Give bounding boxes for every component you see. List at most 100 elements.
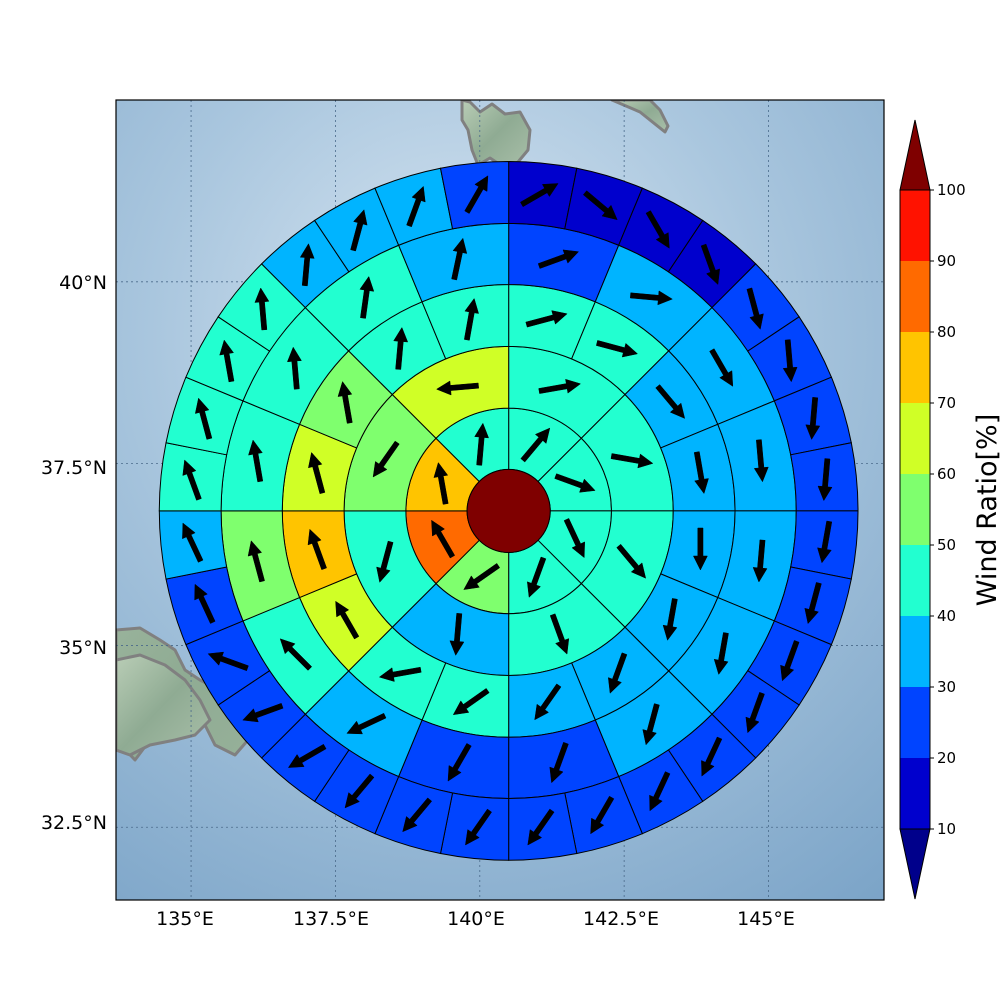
wind-arrow [645, 210, 670, 249]
y-tick-label: 32.5°N [41, 812, 107, 834]
wind-arrow [753, 439, 769, 483]
wind-arrow [350, 209, 368, 252]
wind-arrow [554, 473, 596, 493]
colorbar-tick-label: 70 [937, 394, 956, 412]
wind-arrow [464, 297, 479, 341]
wind-arrow [549, 741, 569, 784]
wind-arrow [449, 613, 465, 656]
wind-arrow [194, 583, 216, 624]
wind-arrow [713, 632, 729, 675]
wind-arrow [431, 519, 456, 559]
x-axis-ticks: 135°E 137.5°E 140°E 142.5°E 145°E [156, 908, 795, 930]
wind-arrow [752, 539, 768, 583]
wind-arrow [595, 340, 639, 358]
wind-arrow [436, 380, 479, 396]
wind-arrow [242, 702, 284, 723]
wind-arrow [463, 563, 501, 590]
wind-arrow [254, 287, 270, 331]
wind-arrow [194, 397, 213, 440]
wind-arrow [520, 183, 559, 208]
wind-arrow [451, 237, 468, 281]
wind-arrow [616, 543, 647, 579]
map-frame [115, 99, 885, 901]
wind-arrow [279, 638, 313, 671]
colorbar-tick-label: 40 [937, 607, 956, 625]
colorbar-tick-label: 50 [937, 536, 956, 554]
wind-arrow [805, 397, 821, 440]
x-tick-label: 142.5°E [583, 908, 659, 930]
wind-arrow [307, 528, 327, 571]
wind-arrow [655, 384, 686, 419]
colorbar-segment [900, 332, 930, 403]
wind-arrow [662, 598, 678, 641]
wind-arrow [804, 582, 822, 625]
wind-arrow [527, 808, 555, 846]
wind-arrow [182, 459, 202, 501]
colorbar-tick-label: 30 [937, 678, 956, 696]
wind-arrow [700, 243, 720, 286]
wind-arrow [701, 736, 723, 777]
wind-arrow [582, 190, 618, 221]
wind-arrow [693, 451, 709, 495]
wind-arrow [219, 339, 235, 383]
colorbar-segment [900, 545, 930, 616]
wind-arrow [406, 185, 426, 228]
wind-arrow [642, 703, 660, 746]
colorbar-tick-label: 100 [937, 181, 966, 199]
colorbar-over-arrow [899, 119, 931, 191]
colorbar: 10 20 30 40 50 60 70 80 90 100 Wind Rati… [899, 119, 1000, 900]
x-tick-label: 145°E [737, 908, 795, 930]
wind-arrow [817, 458, 833, 502]
y-axis-ticks: 32.5°N 35°N 37.5°N 40°N [41, 272, 107, 834]
wind-arrow [709, 348, 734, 387]
wind-arrow [465, 808, 492, 846]
shikoku-land [116, 653, 212, 757]
wind-arrow [402, 797, 433, 833]
colorbar-label: Wind Ratio[%] [972, 414, 1000, 606]
wind-arrow [537, 249, 580, 269]
hokkaido-east-land [610, 100, 670, 134]
center-cell [466, 468, 551, 553]
y-tick-label: 35°N [59, 637, 107, 659]
colorbar-segment [900, 261, 930, 332]
wind-arrow [464, 175, 489, 214]
wind-arrow [182, 522, 204, 563]
y-tick-label: 37.5°N [41, 457, 107, 479]
wind-arrow [745, 691, 765, 734]
wind-arrow [549, 613, 570, 655]
wind-arrow [534, 683, 562, 721]
wind-arrow [452, 688, 490, 716]
wind-arrow [590, 795, 615, 835]
wind-arrow [746, 287, 764, 330]
colorbar-tick-label: 80 [937, 323, 956, 341]
wind-arrow [335, 600, 360, 640]
wind-arrow [525, 310, 568, 328]
colorbar-segment [900, 474, 930, 545]
wind-arrow [447, 743, 472, 782]
colorbar-tick-label: 20 [937, 749, 956, 767]
wind-arrow [308, 451, 326, 495]
colorbar-segment [900, 687, 930, 758]
x-tick-label: 137.5°E [293, 908, 369, 930]
wind-arrow [287, 743, 327, 768]
wind-arrow [393, 326, 409, 370]
wind-arrow [433, 462, 449, 505]
colorbar-tick-label: 60 [937, 465, 956, 483]
wind-arrow [780, 640, 800, 682]
wind-arrow [299, 243, 315, 287]
x-tick-label: 135°E [156, 908, 214, 930]
wind-arrow [247, 540, 265, 583]
colorbar-tick-label: 90 [937, 252, 956, 270]
wind-arrow [376, 540, 394, 583]
wind-arrow [207, 651, 249, 672]
wind-arrow [359, 275, 375, 319]
map-axes [116, 100, 884, 900]
wind-arrow [248, 439, 264, 483]
colorbar-frame [899, 189, 931, 830]
wind-arrow [649, 771, 671, 812]
wind-arrow [782, 339, 798, 383]
colorbar-segment [900, 403, 930, 474]
wind-arrow [344, 773, 375, 809]
wind-arrow [608, 652, 628, 694]
